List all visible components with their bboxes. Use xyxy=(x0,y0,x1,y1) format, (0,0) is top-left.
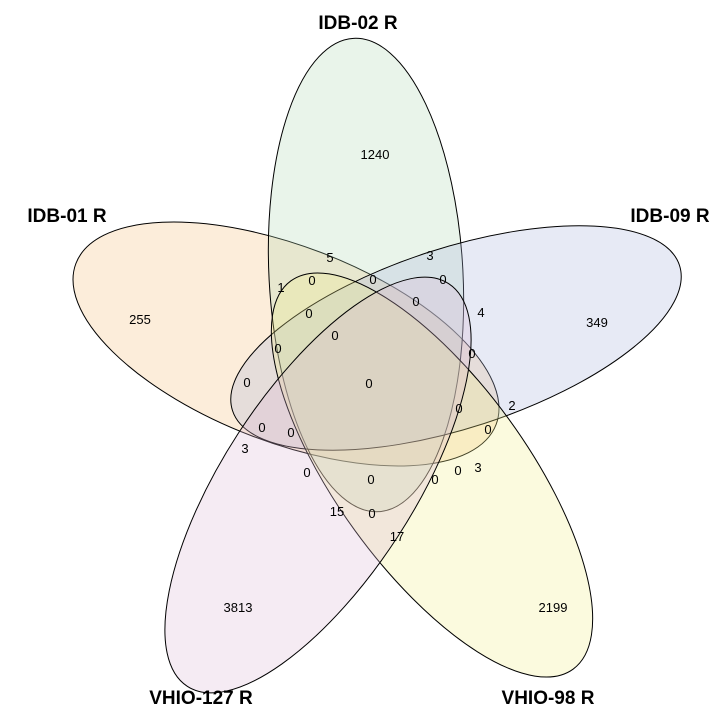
region-count: 0 xyxy=(287,425,294,440)
region-count: 1240 xyxy=(361,147,390,162)
set-labels: IDB-02 R IDB-01 R IDB-09 R VHIO-127 R VH… xyxy=(27,13,709,709)
set-label-vhio-127: VHIO-127 R xyxy=(149,688,253,709)
set-label-vhio-98: VHIO-98 R xyxy=(502,688,595,709)
region-count: 0 xyxy=(243,375,250,390)
set-label-idb-02: IDB-02 R xyxy=(318,13,397,34)
region-count: 0 xyxy=(431,472,438,487)
region-count: 0 xyxy=(258,420,265,435)
region-count: 0 xyxy=(331,328,338,343)
region-count: 0 xyxy=(455,401,462,416)
region-count: 349 xyxy=(586,315,608,330)
set-ellipses xyxy=(72,37,682,694)
region-count: 3 xyxy=(241,441,248,456)
region-count: 5 xyxy=(326,250,333,265)
region-counts: 255 1240 349 2199 3813 5 3 1 0 0 0 0 4 0… xyxy=(129,147,608,615)
region-count: 0 xyxy=(369,272,376,287)
ellipse-idb-02 xyxy=(267,37,465,513)
region-count: 0 xyxy=(412,294,419,309)
region-count: 4 xyxy=(477,305,484,320)
region-count: 0 xyxy=(454,463,461,478)
region-count: 255 xyxy=(129,312,151,327)
region-count: 0 xyxy=(368,506,375,521)
ellipse-vhio-98 xyxy=(270,272,594,678)
region-count: 0 xyxy=(308,273,315,288)
region-count: 0 xyxy=(484,422,491,437)
region-count: 17 xyxy=(390,529,404,544)
set-label-idb-09: IDB-09 R xyxy=(630,206,709,227)
region-count: 0 xyxy=(274,341,281,356)
region-count: 0 xyxy=(468,346,475,361)
region-count: 3 xyxy=(474,460,481,475)
region-count: 3 xyxy=(426,248,433,263)
region-count: 1 xyxy=(277,280,284,295)
ellipse-vhio-127 xyxy=(164,276,472,694)
ellipse-idb-09 xyxy=(230,225,682,451)
region-count: 0 xyxy=(439,272,446,287)
region-count: 2 xyxy=(508,398,515,413)
ellipse-idb-01 xyxy=(72,221,500,467)
set-label-idb-01: IDB-01 R xyxy=(27,206,106,227)
region-count: 2199 xyxy=(539,600,568,615)
region-count: 0 xyxy=(303,465,310,480)
region-count: 3813 xyxy=(224,600,253,615)
region-count: 0 xyxy=(305,306,312,321)
region-count: 0 xyxy=(365,376,372,391)
region-count: 15 xyxy=(330,504,344,519)
region-count: 0 xyxy=(367,472,374,487)
